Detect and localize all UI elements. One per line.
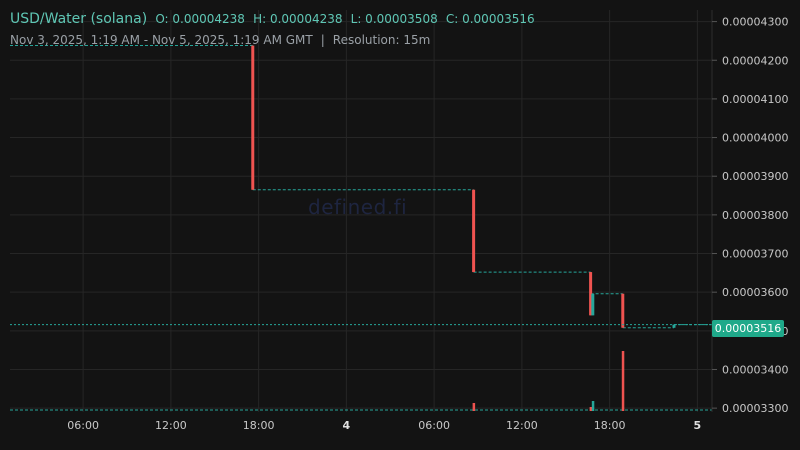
high-value: H: 0.00004238 xyxy=(253,12,343,26)
close-value: C: 0.00003516 xyxy=(445,12,535,26)
x-tick-label: 18:00 xyxy=(243,419,275,432)
y-tick-label: 0.00003400 xyxy=(722,363,788,376)
resolution-label[interactable]: Resolution: 15m xyxy=(332,33,431,47)
x-tick-label: 06:00 xyxy=(67,419,99,432)
separator: | xyxy=(320,33,325,47)
volume-bar xyxy=(472,403,476,411)
volume-bars xyxy=(10,351,712,411)
candle-body xyxy=(251,45,255,190)
candle-body xyxy=(589,272,593,316)
watermark: defined.fi xyxy=(308,195,408,219)
price-axis[interactable]: 0.000033000.000034000.000035000.00003600… xyxy=(712,16,788,416)
x-tick-label: 18:00 xyxy=(594,419,626,432)
chart-subheader: Nov 3, 2025, 1:19 AM - Nov 5, 2025, 1:19… xyxy=(10,33,430,47)
y-tick-label: 0.00004100 xyxy=(722,93,788,106)
grid-lines xyxy=(10,10,712,412)
y-tick-label: 0.00004300 xyxy=(722,16,788,29)
y-tick-label: 0.00004200 xyxy=(722,54,788,67)
y-tick-label: 0.00003900 xyxy=(722,170,788,183)
candle-body xyxy=(621,293,625,328)
y-tick-label: 0.00003700 xyxy=(722,248,788,261)
chart-header: USD/Water (solana) O: 0.00004238 H: 0.00… xyxy=(10,11,535,27)
time-axis[interactable]: 06:00 12:00 18:00 4 06:00 12:00 18:00 5 xyxy=(67,419,701,432)
y-tick-label: 0.00003800 xyxy=(722,209,788,222)
y-tick-label: 0.00003300 xyxy=(722,402,788,415)
date-range: Nov 3, 2025, 1:19 AM - Nov 5, 2025, 1:19… xyxy=(10,33,313,47)
low-value: L: 0.00003508 xyxy=(350,12,438,26)
volume-bar xyxy=(589,407,593,411)
x-tick-label: 5 xyxy=(694,419,702,432)
open-value: O: 0.00004238 xyxy=(155,12,245,26)
volume-bar xyxy=(591,401,595,411)
candle-body xyxy=(472,189,476,273)
x-tick-label: 4 xyxy=(343,419,351,432)
y-tick-label: 0.00004000 xyxy=(722,132,788,145)
volume-bar xyxy=(621,351,625,411)
price-level-lines xyxy=(10,45,712,329)
pair-name[interactable]: USD/Water (solana) xyxy=(10,11,148,27)
y-tick-label: 0.00003600 xyxy=(722,286,788,299)
x-tick-label: 06:00 xyxy=(418,419,450,432)
x-tick-label: 12:00 xyxy=(155,419,187,432)
x-tick-label: 12:00 xyxy=(506,419,538,432)
current-price-tag: 0.00003516 xyxy=(712,320,784,337)
candle-body xyxy=(672,324,676,328)
candle-body xyxy=(591,293,595,316)
candles[interactable] xyxy=(251,45,676,328)
